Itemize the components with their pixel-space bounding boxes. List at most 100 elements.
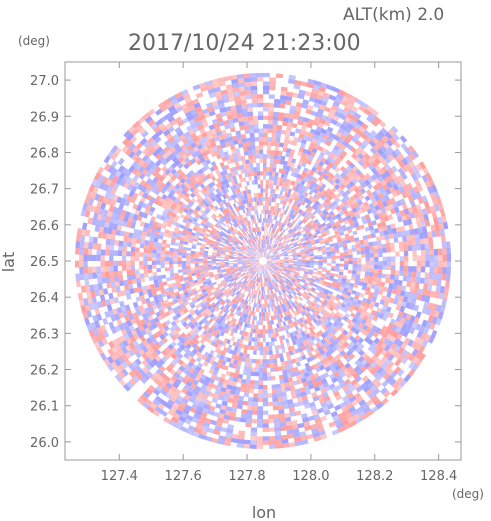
radar-cell — [247, 305, 251, 311]
radar-cell — [218, 219, 224, 224]
radar-cell — [297, 303, 302, 309]
radar-cell — [277, 305, 281, 310]
radar-cell — [279, 290, 283, 296]
radar-cell — [271, 257, 276, 259]
radar-cell — [202, 281, 208, 286]
radar-cell — [291, 278, 297, 282]
radar-cell — [243, 304, 247, 310]
radar-cell — [279, 227, 283, 232]
radar-cell — [344, 263, 349, 268]
radar-cell — [164, 260, 169, 265]
radar-cell — [245, 207, 249, 213]
radar-cell — [301, 261, 306, 263]
radar-cell — [270, 289, 273, 295]
radar-cell — [283, 316, 288, 322]
radar-cell — [267, 124, 273, 129]
radar-cell — [266, 231, 269, 236]
radar-cell — [365, 264, 370, 269]
radar-cell — [255, 192, 259, 198]
radar-cell — [264, 248, 266, 253]
radar-cell — [356, 267, 362, 272]
radar-cell — [226, 271, 231, 275]
radar-cell — [296, 239, 301, 243]
radar-cell — [203, 262, 208, 266]
radar-cell — [275, 282, 279, 287]
radar-cell — [256, 231, 259, 236]
radar-cell — [268, 281, 271, 286]
radar-cell — [296, 265, 302, 268]
radar-cell — [257, 253, 261, 258]
radar-cell — [245, 261, 251, 263]
radar-cell — [265, 192, 268, 198]
radar-cell — [266, 226, 268, 232]
radar-cell — [270, 271, 274, 276]
radar-cell — [277, 242, 282, 247]
radar-cell — [273, 215, 277, 220]
radar-cell — [210, 240, 216, 244]
radar-cell — [291, 291, 296, 297]
radar-cell — [259, 235, 261, 240]
radar-cell — [267, 244, 270, 250]
radar-cell — [255, 307, 259, 313]
radar-cell — [238, 297, 242, 302]
radar-cell — [403, 265, 409, 272]
radar-cell — [245, 276, 249, 281]
radar-cell — [276, 270, 281, 274]
radar-cell — [263, 226, 265, 232]
radar-cell — [238, 307, 243, 312]
radar-cell — [264, 235, 266, 240]
radar-cell — [134, 251, 140, 257]
radar-cell — [252, 242, 255, 247]
radar-cell — [348, 257, 353, 262]
radar-cell — [210, 287, 215, 291]
radar-cell — [268, 346, 273, 351]
radar-cell — [272, 405, 279, 411]
radar-cell — [262, 316, 266, 321]
radar-cell — [234, 228, 239, 233]
radar-cell — [267, 307, 271, 313]
radar-cell — [262, 410, 269, 415]
radar-cell — [291, 226, 296, 231]
radar-cell — [382, 265, 387, 270]
radar-cell — [262, 337, 266, 343]
radar-cell — [301, 258, 306, 260]
radar-cell — [216, 254, 221, 257]
radar-cell — [269, 246, 273, 251]
radar-cell — [126, 251, 131, 257]
radar-cell — [297, 261, 302, 263]
radar-cell — [280, 245, 285, 250]
radar-cell — [237, 215, 241, 221]
radar-cell — [232, 218, 237, 223]
radar-cell — [255, 250, 258, 255]
radar-cell — [265, 254, 269, 258]
radar-cell — [221, 281, 226, 285]
radar-cell — [249, 279, 253, 284]
radar-cell — [239, 269, 244, 273]
radar-cell — [283, 210, 288, 215]
radar-cell — [304, 296, 309, 302]
radar-cell — [135, 269, 140, 275]
radar-cell — [225, 250, 231, 253]
radar-cell — [203, 264, 208, 268]
radar-cell — [296, 286, 302, 291]
radar-cell — [258, 239, 261, 245]
radar-cell — [214, 241, 220, 245]
radar-cell — [242, 285, 247, 290]
radar-cell — [377, 248, 383, 254]
radar-cell — [219, 292, 224, 297]
radar-cell — [292, 252, 297, 255]
radar-cell — [234, 269, 240, 273]
radar-cell — [276, 271, 280, 275]
radar-cell — [210, 241, 215, 246]
radar-cell — [268, 281, 271, 286]
radar-cell — [143, 260, 148, 266]
radar-cell — [238, 275, 243, 279]
radar-cell — [278, 231, 283, 237]
radar-cell — [173, 257, 178, 261]
radar-cell — [271, 307, 274, 312]
radar-cell — [217, 220, 222, 226]
radar-cell — [305, 259, 311, 262]
radar-cell — [299, 306, 305, 312]
radar-cell — [233, 266, 239, 269]
radar-cell — [246, 271, 251, 276]
